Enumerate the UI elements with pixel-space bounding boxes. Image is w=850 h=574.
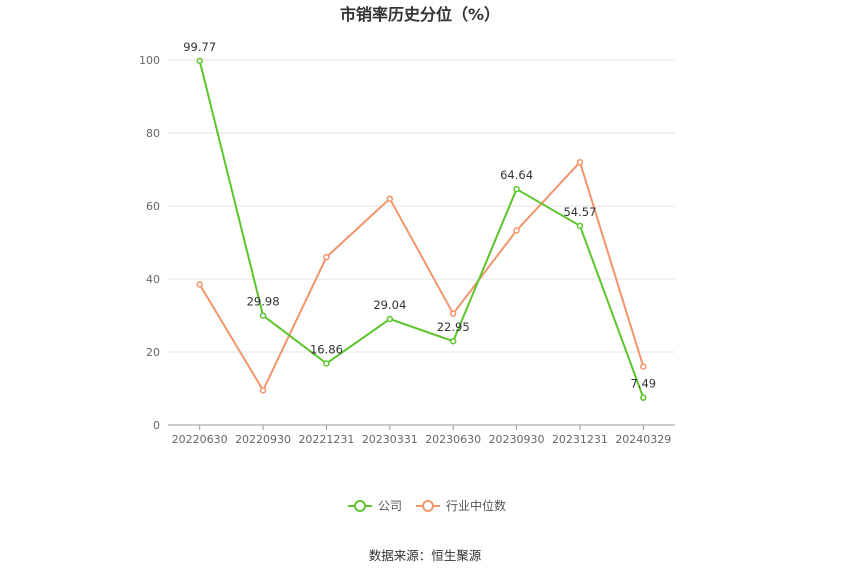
chart-title: 市销率历史分位（%） xyxy=(340,5,500,24)
series-layer: 99.77 29.98 16.86 29.04 22.95 64.64 54.57 7.49 xyxy=(183,40,657,401)
legend-item-1[interactable]: 行业中位数 xyxy=(416,498,506,513)
x-tick-label: 20240329 xyxy=(615,433,671,446)
data-label: 54.57 xyxy=(563,205,596,219)
data-label: 64.64 xyxy=(500,168,533,182)
legend[interactable]: 公司 行业中位数 xyxy=(348,498,506,513)
data-point xyxy=(196,281,203,288)
data-point xyxy=(323,253,330,261)
x-tick-label: 20220630 xyxy=(172,433,228,446)
data-point xyxy=(640,394,647,401)
data-label: 7.49 xyxy=(631,377,657,391)
data-label: 16.86 xyxy=(310,342,343,356)
x-tick-label: 20230630 xyxy=(425,433,481,446)
data-point xyxy=(576,158,584,166)
series-line xyxy=(198,60,645,399)
series-line xyxy=(198,161,645,392)
data-point xyxy=(386,315,394,323)
data-point xyxy=(323,360,330,367)
data-point xyxy=(513,227,520,234)
y-axis: 0 20 40 60 80 100 xyxy=(139,54,160,432)
x-tick-label: 20220930 xyxy=(235,433,291,446)
x-axis: 20220630 20220930 20221231 20230331 20230630… xyxy=(168,424,675,446)
series-1 xyxy=(196,158,647,394)
y-tick-label: 20 xyxy=(146,346,160,359)
data-point xyxy=(196,57,203,65)
data-point xyxy=(259,387,267,394)
x-tick-label: 20231231 xyxy=(552,433,608,446)
data-label: 29.98 xyxy=(247,295,280,309)
data-point xyxy=(449,337,457,345)
y-tick-label: 0 xyxy=(153,419,160,432)
y-tick-label: 80 xyxy=(146,127,160,140)
legend-label: 行业中位数 xyxy=(446,498,506,513)
y-tick-label: 60 xyxy=(146,200,160,213)
legend-item-0[interactable]: 公司 xyxy=(348,499,402,513)
data-label: 22.95 xyxy=(437,320,470,334)
data-label: 99.77 xyxy=(183,40,216,54)
data-point xyxy=(259,312,267,319)
data-point xyxy=(513,185,520,193)
y-tick-label: 40 xyxy=(146,273,160,286)
x-tick-label: 20230930 xyxy=(489,433,545,446)
legend-marker xyxy=(422,500,434,512)
legend-label: 公司 xyxy=(378,499,402,513)
grid xyxy=(168,59,675,353)
data-point xyxy=(386,195,394,202)
series-0: 99.77 29.98 16.86 29.04 22.95 64.64 54.57 7.49 xyxy=(183,40,657,401)
data-label: 29.04 xyxy=(373,298,406,312)
data-point xyxy=(640,363,647,370)
x-tick-label: 20221231 xyxy=(298,433,354,446)
y-tick-label: 100 xyxy=(139,54,160,67)
legend-marker xyxy=(354,500,366,512)
data-point xyxy=(576,222,584,230)
data-point xyxy=(449,310,457,317)
x-tick-label: 20230331 xyxy=(362,433,418,446)
source-text: 数据来源：恒生聚源 xyxy=(369,548,482,563)
